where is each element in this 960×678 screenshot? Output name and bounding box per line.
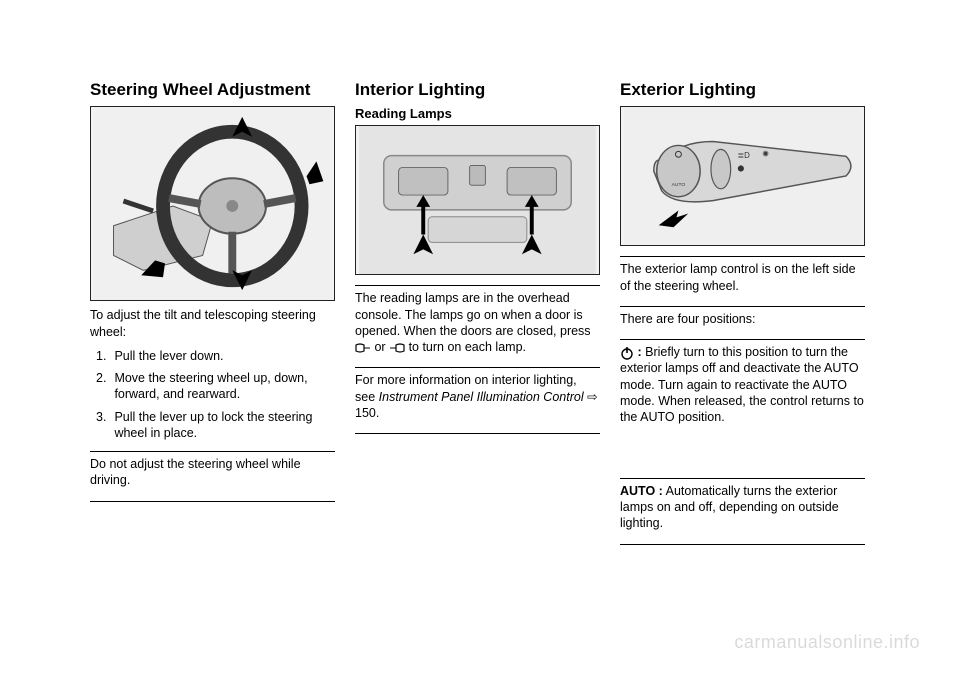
figure-reading-lamps <box>355 125 600 275</box>
lamp-right-icon <box>389 343 405 353</box>
exterior-stalk-svg: AUTO ≣D ⬤ ✺ <box>621 107 864 245</box>
step-text: Pull the lever down. <box>114 348 223 364</box>
svg-text:AUTO: AUTO <box>672 182 686 188</box>
para-off-position: : Briefly turn to this position to turn … <box>620 344 865 425</box>
subheading-reading-lamps: Reading Lamps <box>355 106 600 121</box>
manual-page: Steering Wheel Adjustment <box>90 80 870 620</box>
divider <box>355 367 600 368</box>
divider <box>620 306 865 307</box>
power-off-icon <box>620 346 634 360</box>
text-post: to turn on each lamp. <box>409 340 526 354</box>
lamp-left-icon <box>355 343 371 353</box>
para-four-positions: There are four positions: <box>620 311 865 327</box>
figure-steering-wheel <box>90 106 335 301</box>
divider <box>90 451 335 452</box>
para-reading-lamps: The reading lamps are in the overhead co… <box>355 290 600 355</box>
text-italic: Instrument Panel Illumination Control <box>379 390 584 404</box>
divider <box>620 544 865 545</box>
step-text: Move the steering wheel up, down, forwar… <box>114 370 335 403</box>
para-off-extra: This resets the default headlamps when t… <box>620 433 865 466</box>
para-auto-position: AUTO : Automatically turns the exterior … <box>620 483 865 532</box>
svg-text:✺: ✺ <box>762 150 769 159</box>
divider <box>90 501 335 502</box>
figure-exterior-stalk: AUTO ≣D ⬤ ✺ <box>620 106 865 246</box>
steering-wheel-svg <box>91 107 334 300</box>
para-steering-warn: Do not adjust the steering wheel while d… <box>90 456 335 489</box>
text: Briefly turn to this position to turn th… <box>620 345 864 424</box>
heading-interior: Interior Lighting <box>355 80 600 100</box>
para-interior-ref: For more information on interior lightin… <box>355 372 600 421</box>
text-pre: The reading lamps are in the overhead co… <box>355 291 591 338</box>
column-steering: Steering Wheel Adjustment <box>90 80 335 620</box>
column-interior-lighting: Interior Lighting Reading Lamps <box>355 80 600 620</box>
step-num: 3. <box>96 409 106 442</box>
heading-steering: Steering Wheel Adjustment <box>90 80 335 100</box>
step-2: 2. Move the steering wheel up, down, for… <box>90 370 335 403</box>
divider <box>355 433 600 434</box>
steps-list: 1. Pull the lever down. 2. Move the stee… <box>90 348 335 447</box>
column-exterior-lighting: Exterior Lighting AUTO ≣D ⬤ ✺ <box>620 80 865 620</box>
watermark: carmanualsonline.info <box>734 632 920 653</box>
svg-text:⬤: ⬤ <box>738 165 745 172</box>
svg-text:≣D: ≣D <box>738 152 751 161</box>
divider <box>620 256 865 257</box>
divider <box>620 339 865 340</box>
step-3: 3. Pull the lever up to lock the steerin… <box>90 409 335 442</box>
text-mid: or <box>374 340 389 354</box>
reading-lamps-svg <box>356 126 599 274</box>
para-steering-intro: To adjust the tilt and telescoping steer… <box>90 307 335 340</box>
step-1: 1. Pull the lever down. <box>90 348 335 364</box>
colon: : <box>637 345 645 359</box>
para-exterior-loc: The exterior lamp control is on the left… <box>620 261 865 294</box>
step-num: 2. <box>96 370 106 403</box>
heading-exterior: Exterior Lighting <box>620 80 865 100</box>
step-text: Pull the lever up to lock the steering w… <box>114 409 335 442</box>
divider <box>620 478 865 479</box>
auto-label: AUTO : <box>620 484 663 498</box>
step-num: 1. <box>96 348 106 364</box>
divider <box>355 285 600 286</box>
